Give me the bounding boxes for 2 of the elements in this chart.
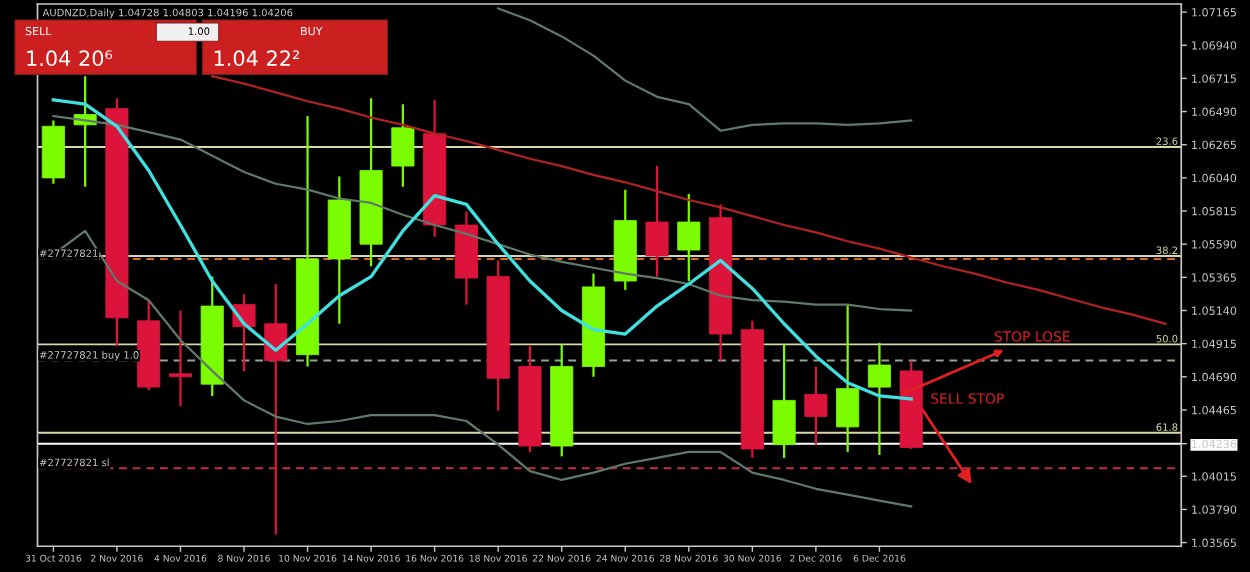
annotation: 1.04 22² xyxy=(214,50,300,67)
annotation: 1.04 20⁶ xyxy=(27,50,113,67)
